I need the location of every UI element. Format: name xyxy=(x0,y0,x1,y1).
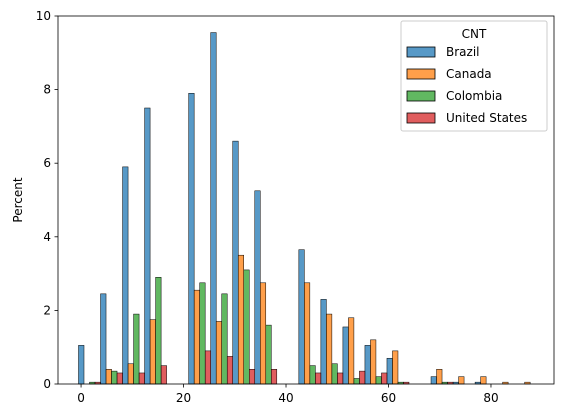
bar-brazil-1 xyxy=(100,293,107,385)
y-tick-label: 10 xyxy=(36,9,51,23)
bar-brazil-5 xyxy=(188,93,195,385)
bar-united-states-12 xyxy=(359,370,366,385)
bar-united-states-8 xyxy=(271,369,278,385)
bar-canada-3 xyxy=(149,319,156,385)
legend-swatch-brazil xyxy=(406,46,436,58)
bar-colombia-10 xyxy=(309,365,316,385)
bar-brazil-12 xyxy=(342,326,349,385)
legend-items: Brazil Canada Colombia United States xyxy=(406,45,527,125)
x-tick-label: 0 xyxy=(77,391,85,405)
bar-brazil-7 xyxy=(232,140,239,385)
legend-swatch-canada xyxy=(406,68,436,80)
bar-united-states-7 xyxy=(249,369,256,385)
legend-swatch-colombia xyxy=(406,90,436,102)
bar-brazil-6 xyxy=(210,32,217,385)
legend-label-brazil: Brazil xyxy=(446,45,480,59)
bar-colombia-6 xyxy=(221,293,228,385)
bar-canada-5 xyxy=(193,289,200,385)
legend-label-united-states: United States xyxy=(446,111,527,125)
bar-colombia-1 xyxy=(111,370,118,385)
bar-brazil-13 xyxy=(364,345,371,385)
bar-colombia-3 xyxy=(155,277,162,385)
bar-colombia-13 xyxy=(375,376,382,385)
bar-canada-6 xyxy=(215,321,222,385)
bar-united-states-3 xyxy=(160,365,167,385)
bar-colombia-7 xyxy=(243,269,250,385)
bar-brazil-0 xyxy=(78,345,85,385)
legend-title: CNT xyxy=(462,27,487,41)
bar-united-states-10 xyxy=(315,372,322,385)
y-tick-label: 2 xyxy=(43,303,51,317)
x-tick-label: 60 xyxy=(381,391,396,405)
bar-canada-1 xyxy=(105,369,112,385)
legend-label-canada: Canada xyxy=(446,67,492,81)
legend-box xyxy=(400,20,548,132)
bar-brazil-10 xyxy=(298,249,305,385)
bar-colombia-5 xyxy=(199,282,206,385)
bar-canada-13 xyxy=(370,339,377,385)
y-axis-title: Percent xyxy=(11,177,25,222)
x-axis: 0 20 40 60 80 xyxy=(77,384,499,405)
bar-canada-7 xyxy=(237,254,244,385)
bar-canada-16 xyxy=(436,369,443,385)
bar-canada-14 xyxy=(392,350,399,385)
bar-brazil-2 xyxy=(122,166,129,385)
x-tick-label: 80 xyxy=(483,391,498,405)
bar-united-states-5 xyxy=(204,350,211,385)
bar-colombia-12 xyxy=(353,378,360,385)
legend: CNT Brazil Canada Colombia United States xyxy=(400,20,548,132)
y-tick-label: 8 xyxy=(43,83,51,97)
y-axis: 0 2 4 6 8 10 xyxy=(36,9,58,391)
bar-canada-17 xyxy=(458,376,465,385)
bar-united-states-6 xyxy=(226,356,233,385)
legend-swatch-united-states xyxy=(406,112,436,124)
bar-canada-18 xyxy=(480,376,487,385)
x-tick-label: 40 xyxy=(278,391,293,405)
bar-canada-10 xyxy=(304,282,311,385)
bar-canada-12 xyxy=(348,317,355,385)
bar-colombia-2 xyxy=(133,313,140,385)
plot-frame xyxy=(57,15,555,385)
y-tick-label: 0 xyxy=(43,377,51,391)
bar-colombia-8 xyxy=(265,324,272,385)
y-tick-label: 4 xyxy=(43,230,51,244)
bar-brazil-14 xyxy=(386,357,393,385)
bar-canada-2 xyxy=(127,363,134,385)
bar-united-states-13 xyxy=(381,372,388,385)
bar-brazil-11 xyxy=(320,299,327,385)
y-tick-label: 6 xyxy=(43,156,51,170)
bar-united-states-11 xyxy=(337,372,344,385)
bar-brazil-16 xyxy=(430,376,437,385)
bar-colombia-11 xyxy=(331,363,338,385)
x-tick-label: 20 xyxy=(176,391,191,405)
bar-brazil-3 xyxy=(144,107,151,385)
bar-united-states-2 xyxy=(138,372,145,385)
bars-group xyxy=(78,32,531,385)
bar-brazil-8 xyxy=(254,190,261,385)
legend-label-colombia: Colombia xyxy=(446,89,502,103)
bar-united-states-1 xyxy=(116,372,123,385)
bar-canada-8 xyxy=(260,282,267,385)
bar-canada-11 xyxy=(326,313,333,385)
